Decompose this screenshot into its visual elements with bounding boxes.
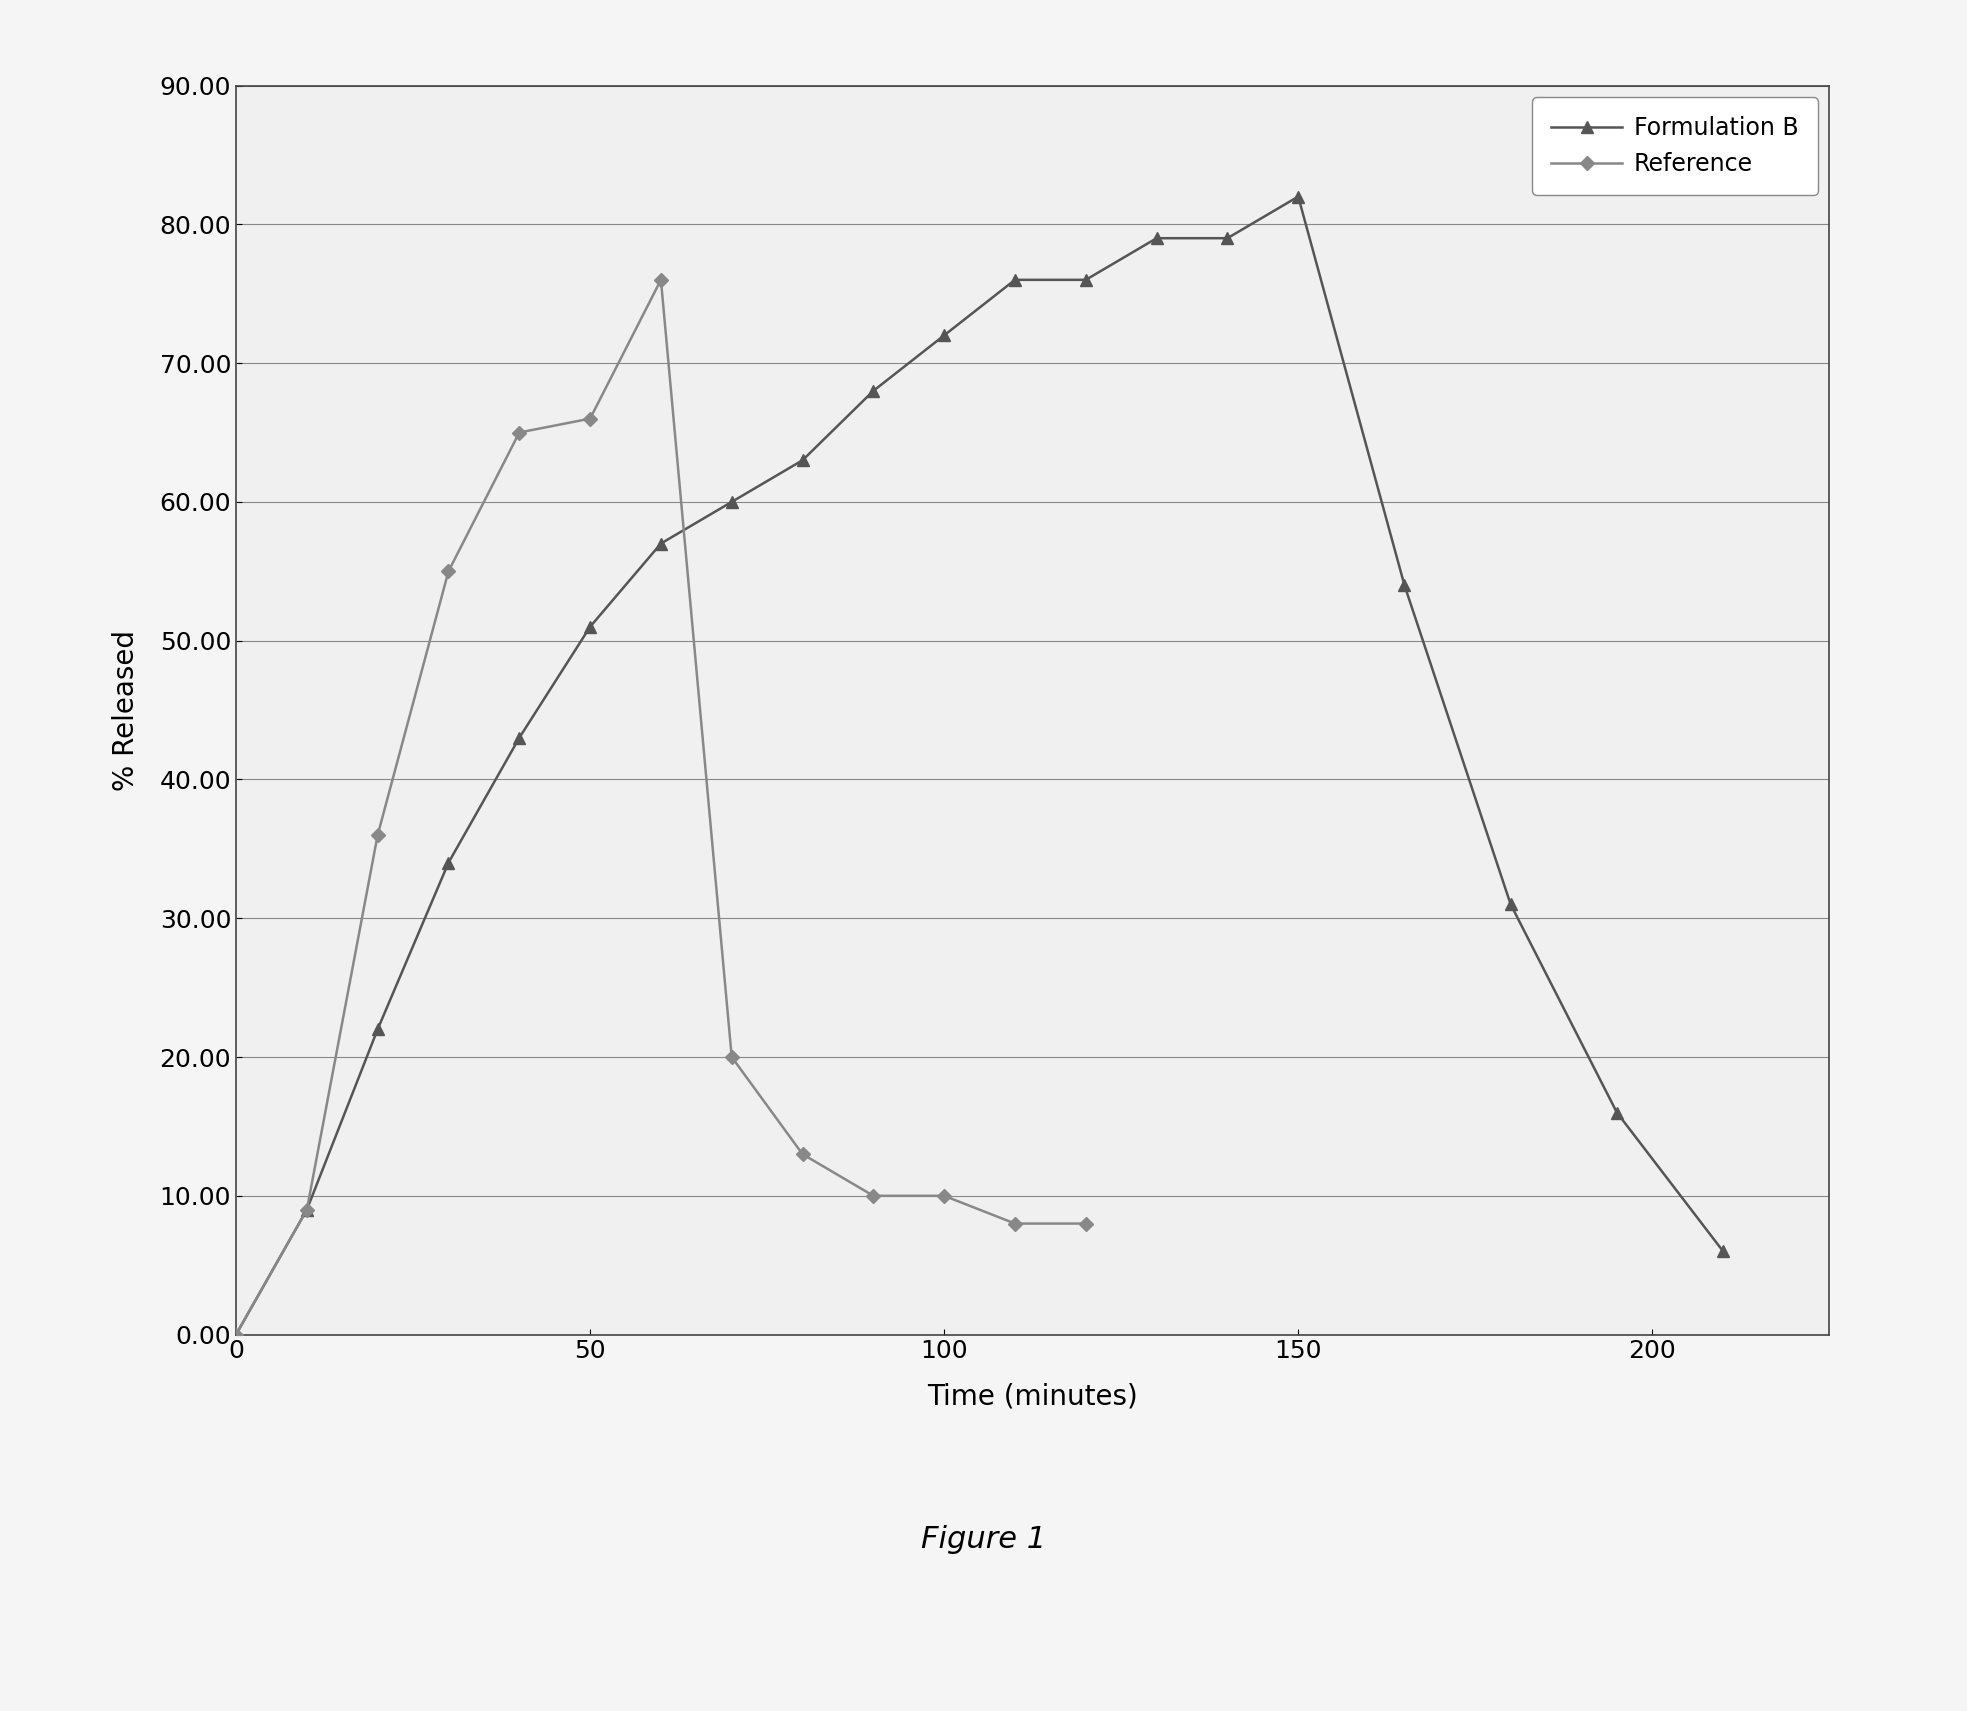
Legend: Formulation B, Reference: Formulation B, Reference [1532, 98, 1818, 195]
X-axis label: Time (minutes): Time (minutes) [926, 1382, 1139, 1412]
Reference [507, 423, 531, 443]
Reference [1003, 1213, 1027, 1234]
Reference [437, 561, 460, 582]
Reference [295, 1199, 319, 1220]
Reference [932, 1186, 956, 1206]
Formulation B [224, 1324, 248, 1345]
Formulation B [1499, 895, 1522, 915]
Formulation B [1286, 186, 1310, 207]
Reference [720, 1047, 744, 1068]
Reference [649, 270, 673, 291]
Reference [224, 1324, 248, 1345]
Formulation B [507, 727, 531, 748]
Formulation B [1074, 270, 1098, 291]
Formulation B [649, 534, 673, 554]
Line: Reference: Reference [232, 275, 1090, 1340]
Text: Figure 1: Figure 1 [921, 1526, 1046, 1554]
Formulation B [1145, 228, 1168, 248]
Formulation B [1605, 1102, 1629, 1122]
Formulation B [1216, 228, 1239, 248]
Formulation B [366, 1020, 389, 1040]
Formulation B [1393, 575, 1416, 595]
Formulation B [437, 852, 460, 873]
Reference [578, 409, 602, 429]
Formulation B [1003, 270, 1027, 291]
Y-axis label: % Released: % Released [112, 630, 140, 790]
Reference [366, 825, 389, 845]
Formulation B [720, 491, 744, 512]
Formulation B [578, 616, 602, 636]
Reference [862, 1186, 885, 1206]
Reference [1074, 1213, 1098, 1234]
Formulation B [862, 380, 885, 400]
Formulation B [1711, 1240, 1735, 1261]
Formulation B [932, 325, 956, 346]
Reference [791, 1145, 814, 1165]
Formulation B [295, 1199, 319, 1220]
Formulation B [791, 450, 814, 471]
Line: Formulation B: Formulation B [230, 190, 1729, 1341]
